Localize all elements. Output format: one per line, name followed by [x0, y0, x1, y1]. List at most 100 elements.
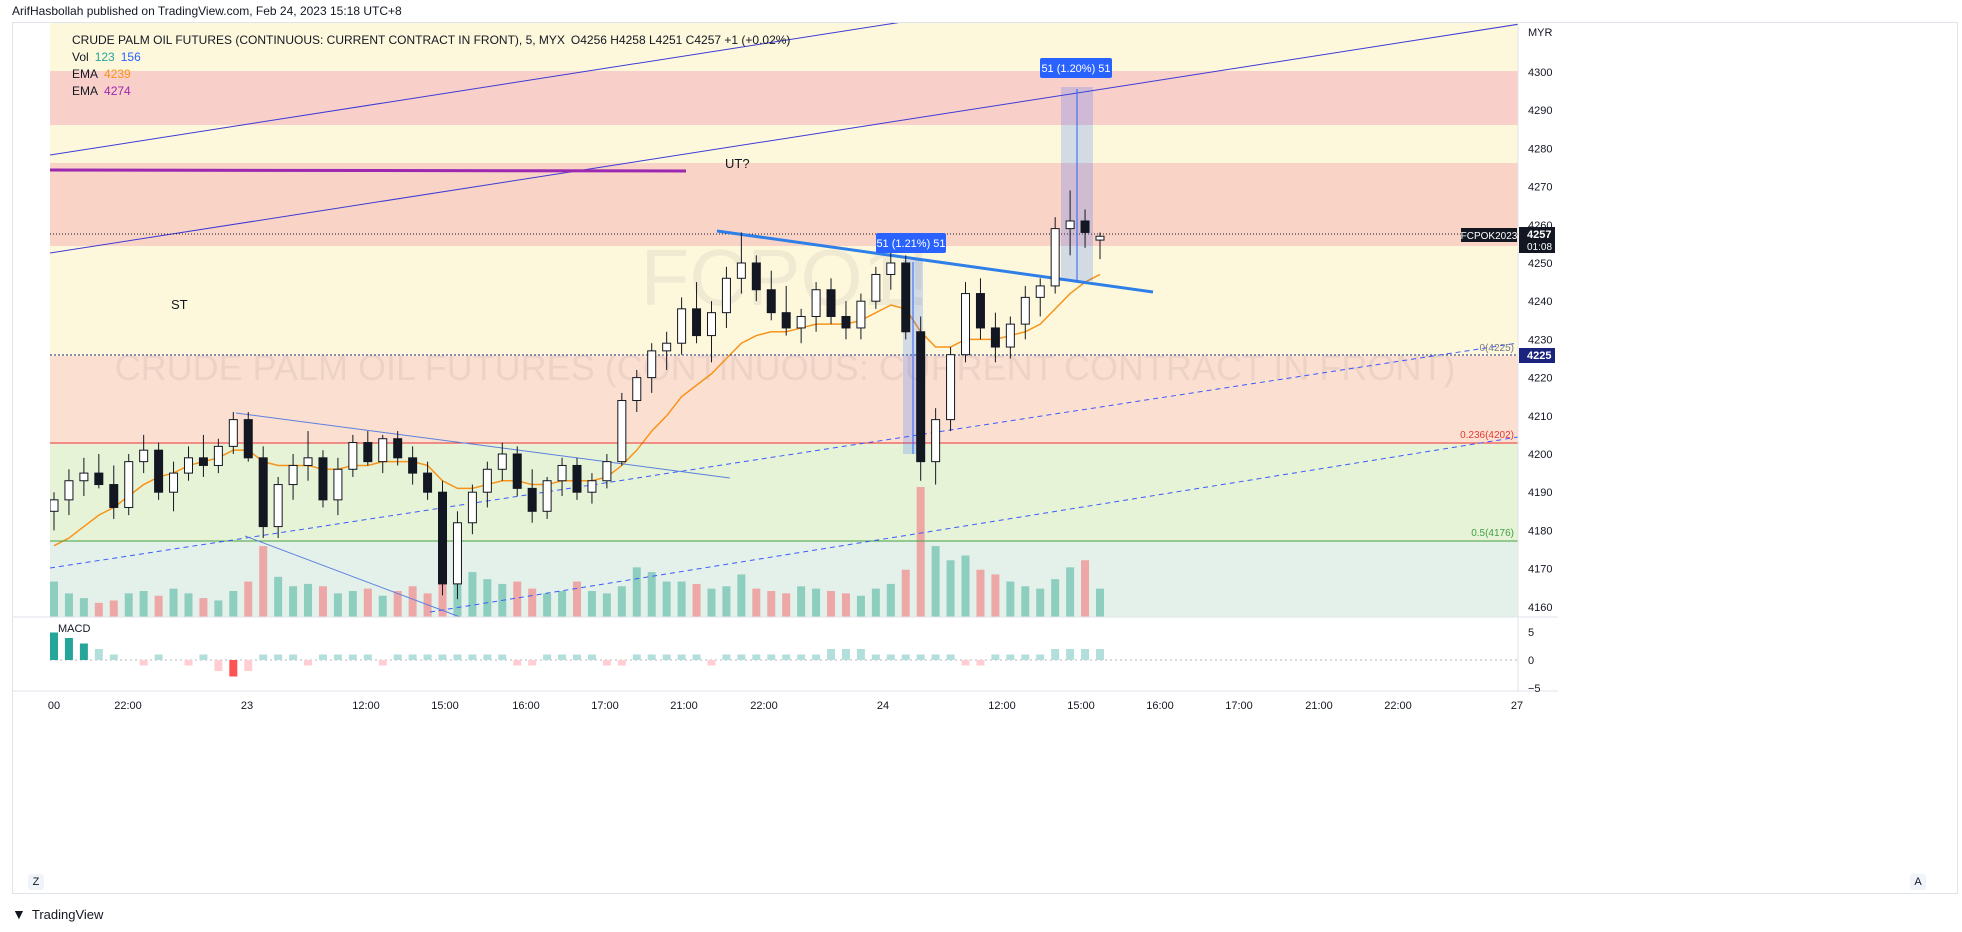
legend-ema1-row[interactable]: EMA 4239	[72, 66, 796, 83]
candle-body	[602, 461, 612, 482]
candle-body	[587, 480, 597, 493]
volume-bar	[50, 581, 58, 617]
fib-label-5: 0.5(4176)	[1471, 528, 1514, 539]
price-axis[interactable]: MYR 430042904280427042604250424042304220…	[1528, 27, 1553, 614]
volume-bar	[752, 588, 761, 617]
legend-ema2-value: 4274	[104, 84, 131, 98]
time-tick: 15:00	[1067, 700, 1095, 712]
volume-bar	[109, 600, 118, 617]
channel-line-lower[interactable]	[50, 23, 1520, 254]
macd-bar	[587, 654, 596, 660]
time-tick: 21:00	[1305, 700, 1333, 712]
volume-bar	[976, 569, 985, 617]
macd-bar	[1066, 649, 1075, 660]
candle-body	[841, 315, 851, 329]
time-tick: 16:00	[1146, 700, 1174, 712]
published-header: ArifHasbollah published on TradingView.c…	[12, 4, 402, 18]
volume-bar	[767, 591, 776, 617]
macd-bar	[677, 654, 686, 660]
legend-ohlc: O4256 H4258 L4251 C4257 +1 (+0.02%)	[570, 33, 791, 47]
candle-body	[1080, 220, 1090, 233]
candle-body	[990, 327, 1000, 348]
footer-brand[interactable]: TradingView	[31, 906, 104, 922]
price-tick: 4210	[1528, 411, 1552, 423]
candle-body	[363, 442, 373, 463]
macd-bar	[154, 654, 163, 660]
volume-bar	[259, 546, 268, 617]
candle-body	[751, 262, 761, 291]
volume-bar	[707, 588, 716, 617]
legend-vol-a: 123	[94, 50, 115, 64]
auto-scale-button[interactable]: A	[1910, 874, 1926, 890]
legend-symbol[interactable]: CRUDE PALM OIL FUTURES (CONTINUOUS: CURR…	[72, 33, 565, 47]
volume-bar	[543, 593, 552, 617]
volume-bar	[841, 593, 850, 617]
price-tick: 4170	[1528, 564, 1552, 576]
zoom-button[interactable]: Z	[28, 874, 44, 890]
candle-body	[706, 312, 716, 337]
candle-body	[452, 522, 462, 585]
st-label[interactable]: ST	[171, 297, 188, 312]
volume-bar	[856, 595, 865, 617]
volume-bar	[692, 583, 701, 617]
channel-line-upper[interactable]	[50, 20, 915, 156]
candle-body	[1095, 235, 1105, 241]
macd-bar	[931, 654, 940, 660]
volume-bar	[617, 586, 626, 617]
macd-tick: 0	[1528, 655, 1534, 667]
price-tick: 4200	[1528, 449, 1552, 461]
chart-frame[interactable]	[12, 22, 1958, 894]
macd-bar	[916, 654, 925, 660]
candle-body	[1035, 285, 1045, 298]
volume-bar	[871, 588, 880, 617]
resistance-line[interactable]	[50, 168, 687, 173]
macd-bar	[348, 654, 357, 660]
candle-body	[721, 277, 731, 314]
macd-bar	[408, 654, 417, 660]
candle-body	[243, 419, 253, 459]
symbol-tag: FCPOK2023	[1461, 231, 1518, 242]
macd-bar	[976, 660, 985, 666]
zone-yellow-low	[50, 246, 1518, 356]
legend-ema2-row[interactable]: EMA 4274	[72, 83, 796, 100]
price-tick: 4270	[1528, 182, 1552, 194]
downtrend-line-2[interactable]	[244, 535, 461, 617]
candle-body	[198, 457, 208, 466]
candle-body	[333, 468, 343, 501]
macd-bar	[139, 660, 148, 666]
candle-body	[288, 464, 298, 486]
time-axis[interactable]: 00 22:00 23 12:00 15:00 16:00 17:00 21:00 22:00 2…	[48, 700, 1523, 712]
macd-bar	[199, 654, 208, 660]
macd-bar	[632, 654, 641, 660]
downtrend-line-small[interactable]	[235, 412, 731, 479]
legend-vol-row[interactable]: Vol 123 156	[72, 49, 796, 66]
candle-body	[1005, 323, 1015, 348]
volume-bar	[737, 574, 746, 617]
time-tick: 27	[1511, 700, 1523, 712]
candle-body	[766, 289, 776, 314]
volume-bar	[169, 588, 178, 617]
ut-label[interactable]: UT?	[725, 156, 750, 171]
price-tick: 4280	[1528, 143, 1552, 155]
candle-body	[961, 293, 971, 356]
candle-body	[258, 457, 268, 528]
level-tag-bg	[1519, 348, 1555, 363]
volume-bar	[916, 487, 925, 617]
volume-bar	[333, 593, 342, 617]
time-tick: 15:00	[431, 700, 459, 712]
watermark-name: CRUDE PALM OIL FUTURES (CONTINUOUS: CURR…	[115, 347, 1456, 388]
candle-body	[50, 499, 59, 512]
macd-bar	[229, 660, 238, 677]
zone-peach	[50, 356, 1518, 444]
volume-bar	[64, 593, 73, 617]
volume-bar	[587, 591, 596, 617]
macd-bar	[1081, 649, 1090, 660]
volume-bar	[1066, 567, 1075, 617]
volume-bar	[304, 583, 313, 617]
candle-body	[139, 449, 149, 463]
macd-bar	[946, 654, 955, 660]
candle-body	[1020, 296, 1030, 325]
candle-body	[736, 262, 746, 279]
wedge-trendline[interactable]	[716, 229, 1154, 294]
